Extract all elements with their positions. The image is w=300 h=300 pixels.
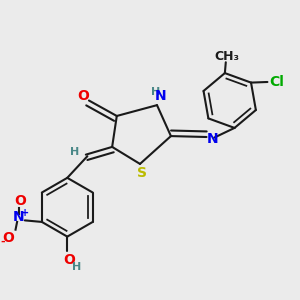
Text: N: N (154, 89, 166, 103)
Text: CH₃: CH₃ (215, 50, 240, 63)
Text: H: H (72, 262, 81, 272)
Text: -: - (0, 237, 4, 247)
Text: N: N (13, 210, 24, 224)
Text: O: O (2, 231, 14, 245)
Text: N: N (207, 133, 218, 146)
Text: O: O (14, 194, 26, 208)
Text: +: + (21, 208, 29, 218)
Text: S: S (137, 166, 148, 180)
Text: O: O (77, 89, 89, 103)
Text: O: O (64, 254, 75, 267)
Text: H: H (151, 87, 160, 97)
Text: H: H (70, 147, 79, 157)
Text: Cl: Cl (269, 75, 284, 89)
